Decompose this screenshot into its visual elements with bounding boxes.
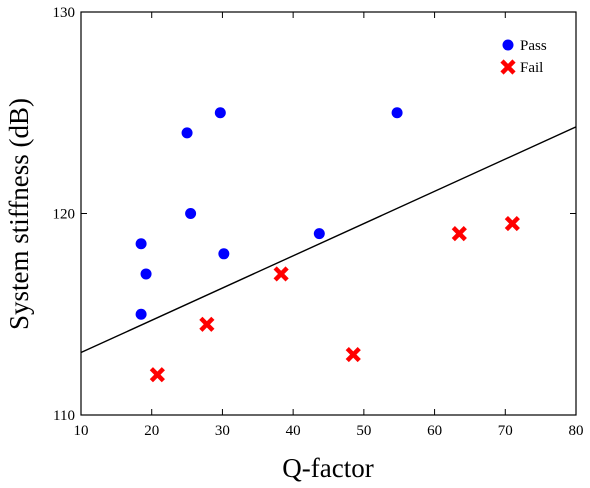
legend: Pass Fail xyxy=(500,38,547,76)
legend-marker-pass xyxy=(502,39,514,51)
fail-point xyxy=(199,316,215,332)
y-tick-label: 110 xyxy=(53,408,75,424)
pass-point xyxy=(214,107,226,119)
x-tick-label: 80 xyxy=(569,423,584,439)
pass-point xyxy=(313,228,325,240)
pass-point xyxy=(135,238,147,250)
pass-point xyxy=(218,248,230,260)
fit-line xyxy=(80,126,577,354)
x-tick-label: 60 xyxy=(427,423,442,439)
axes: 10 20 30 40 50 60 70 80 110 120 130 xyxy=(53,5,584,439)
legend-label-fail: Fail xyxy=(520,60,543,76)
pass-point xyxy=(391,107,403,119)
x-tick-label: 20 xyxy=(144,423,159,439)
data-points xyxy=(135,107,520,383)
x-tick-label: 30 xyxy=(215,423,230,439)
x-axis-label: Q-factor xyxy=(282,453,373,483)
y-axis-label: System stiffness (dB) xyxy=(4,98,34,330)
pass-point xyxy=(185,208,197,219)
legend-marker-fail xyxy=(500,59,516,75)
fit-line-layer xyxy=(80,126,577,354)
y-tick-label: 120 xyxy=(53,207,76,223)
pass-point xyxy=(135,308,147,320)
fail-point xyxy=(504,215,520,232)
x-tick-label: 10 xyxy=(74,423,89,439)
x-tick-label: 70 xyxy=(498,423,513,439)
fail-point xyxy=(273,266,289,282)
x-tick-label: 50 xyxy=(356,423,371,439)
fail-point xyxy=(345,346,361,363)
x-tick-label: 40 xyxy=(286,423,301,439)
pass-point xyxy=(181,127,193,139)
y-tick-label: 130 xyxy=(53,5,76,21)
legend-label-pass: Pass xyxy=(520,38,547,54)
fail-point xyxy=(451,226,467,242)
pass-point xyxy=(140,268,152,280)
fail-point xyxy=(149,367,165,383)
